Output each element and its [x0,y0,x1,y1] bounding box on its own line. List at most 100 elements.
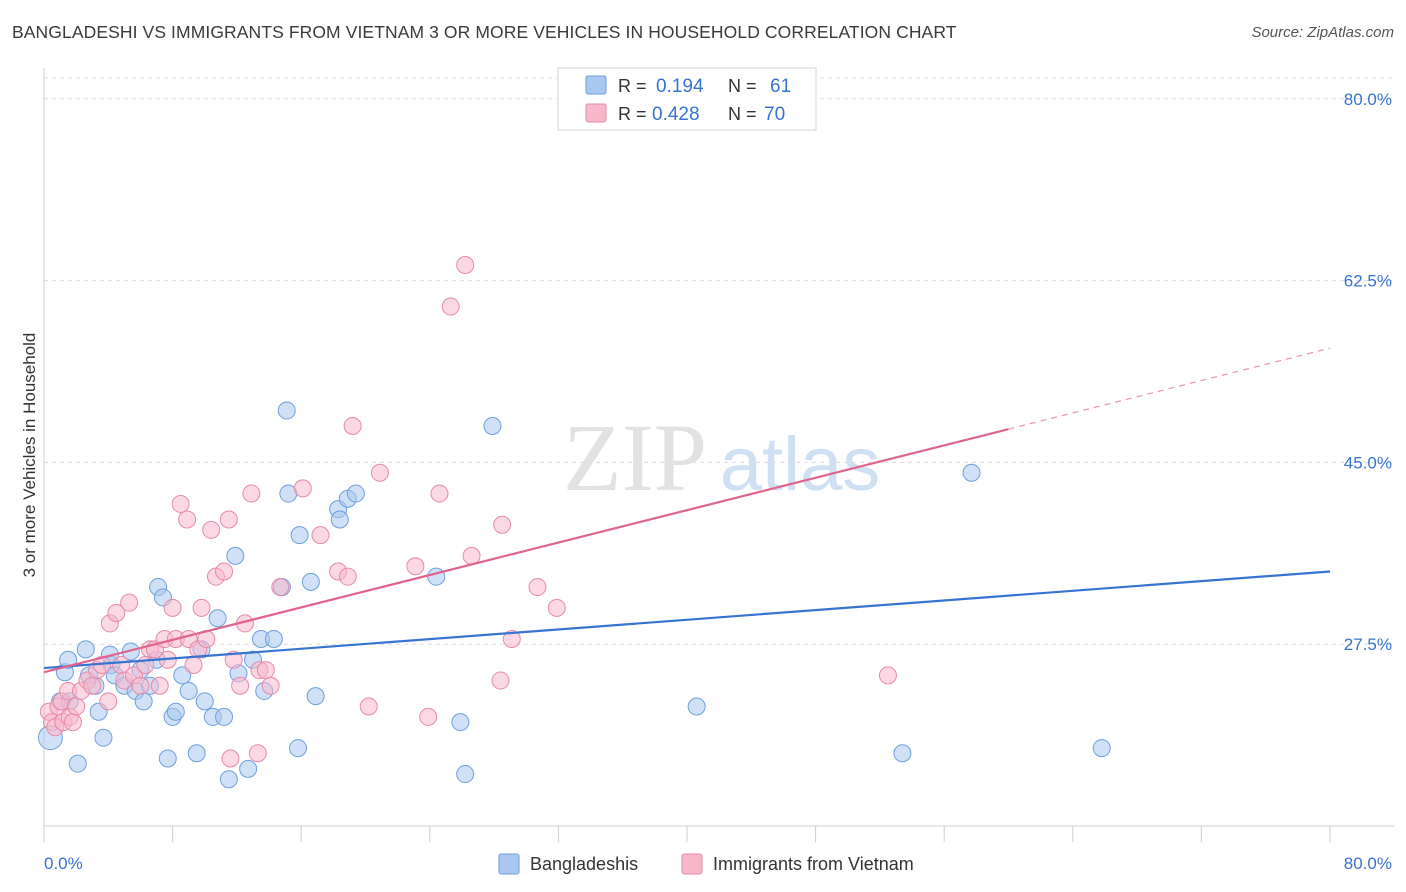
point-1-51 [271,578,290,597]
point-0-28 [195,692,214,711]
point-0-45 [301,572,320,591]
point-0-54 [483,417,502,436]
point-1-59 [406,557,425,576]
legend-swatch-bangladeshis [585,75,607,95]
watermark-atlas: atlas [720,422,881,507]
trend-line-1 [43,428,1009,674]
point-0-46 [306,687,325,706]
series-legend: Bangladeshis Immigrants from Vietnam [498,853,914,875]
point-0-21 [158,749,177,768]
point-1-22 [131,676,150,695]
legend-n-label-1: N = [728,104,757,124]
point-1-53 [311,526,330,545]
legend-n-label-0: N = [728,76,757,96]
point-0-41 [277,401,296,420]
point-1-57 [359,697,378,716]
point-1-69 [547,598,566,617]
point-1-58 [370,463,389,482]
legend-bottom-label-vietnam: Immigrants from Vietnam [713,854,914,874]
x-tick-labels: 0.0% 80.0% [44,854,1392,873]
point-1-55 [338,567,357,586]
series-immigrants-from-vietnam [39,256,897,768]
point-0-53 [456,765,475,784]
correlation-legend: R = 0.194 N = 61 R = 0.428 N = 70 [557,67,817,131]
point-1-63 [456,256,475,274]
point-0-57 [962,463,981,482]
point-0-39 [264,630,283,648]
y-tick-labels: 27.5% 45.0% 62.5% 80.0% [1344,90,1392,654]
point-0-6 [76,640,95,659]
legend-n-value-1: 70 [764,104,785,125]
point-1-31 [171,494,190,513]
point-0-32 [219,770,238,789]
point-1-32 [178,510,197,529]
point-1-70 [878,666,897,685]
point-1-34 [184,655,203,674]
legend-r-label-0: R = [618,76,647,96]
trend-line-extension-1 [1008,347,1331,430]
point-0-52 [451,713,470,732]
point-1-49 [256,661,275,680]
point-1-50 [261,676,280,695]
point-0-31 [215,707,234,726]
point-0-24 [173,666,192,685]
legend-bottom-swatch-vietnam [681,853,703,875]
point-1-60 [419,707,438,726]
point-1-17 [107,604,126,623]
watermark-zip: ZIP [563,404,707,511]
point-0-10 [94,728,113,747]
chart-source: Source: ZipAtlas.com [1251,24,1394,41]
gridlines [44,77,1394,645]
legend-bottom-label-bangladeshis: Bangladeshis [530,854,638,874]
point-1-42 [221,749,240,768]
point-0-55 [687,697,706,716]
point-1-12 [83,676,102,695]
point-1-47 [248,744,267,763]
point-0-56 [893,744,912,763]
point-1-29 [163,598,182,617]
point-0-43 [288,739,307,758]
legend-r-value-0: 0.194 [656,76,704,97]
point-1-46 [242,484,261,503]
chart-title: BANGLADESHI VS IMMIGRANTS FROM VIETNAM 3… [12,22,957,42]
axes [43,68,1394,842]
legend-r-value-1: 0.428 [652,104,700,125]
point-1-36 [192,598,211,617]
legend-n-value-0: 61 [770,76,791,97]
point-1-67 [502,630,521,648]
y-tick-label-2: 62.5% [1344,272,1392,291]
point-0-16 [134,692,153,711]
point-1-56 [343,417,362,436]
point-0-30 [208,609,227,628]
point-0-48 [330,510,349,529]
legend-swatch-vietnam [585,103,607,123]
point-1-8 [63,713,82,732]
point-1-65 [493,515,512,534]
point-0-58 [1092,739,1111,758]
point-1-52 [293,479,312,498]
trend-lines [43,347,1331,674]
point-1-20 [120,593,139,612]
point-1-68 [528,578,547,597]
point-1-15 [99,692,118,711]
x-tick-label-0: 0.0% [44,854,83,873]
legend-r-label-1: R = [618,104,647,124]
point-0-51 [427,567,446,586]
point-1-26 [150,676,169,695]
x-tick-label-1: 80.0% [1344,854,1392,873]
trend-line-0 [43,570,1331,670]
point-0-25 [179,681,198,700]
point-1-43 [224,650,243,669]
point-1-61 [430,484,449,503]
point-0-50 [346,484,365,503]
point-0-33 [226,546,245,565]
point-1-9 [67,697,86,716]
point-0-26 [187,744,206,763]
point-0-35 [239,759,258,778]
point-1-38 [202,520,221,539]
point-0-5 [68,754,87,773]
y-tick-label-1: 45.0% [1344,453,1392,472]
point-1-40 [215,562,234,581]
y-tick-label-0: 27.5% [1344,635,1392,654]
